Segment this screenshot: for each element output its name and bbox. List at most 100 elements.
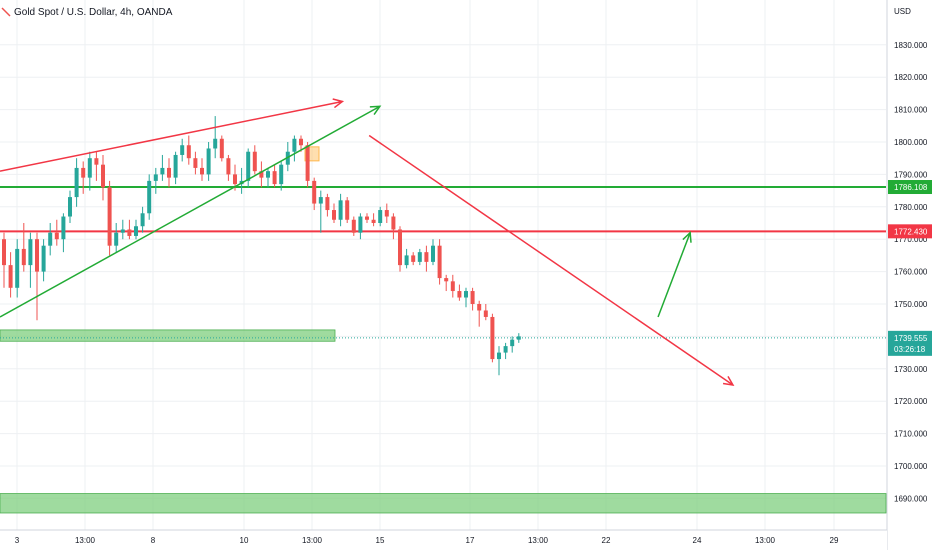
caret-icon [1,7,11,17]
y-tick-label: 1770.000 [894,235,928,244]
y-tick-label: 1720.000 [894,397,928,406]
trendline-lower-channel [0,105,382,318]
candle-body [68,197,72,217]
y-tick-label: 1730.000 [894,365,928,374]
candle-body [193,158,198,168]
candle-body [147,180,152,214]
candle-body [87,158,92,178]
trendline-downtrend [368,134,735,386]
candle-body [450,281,455,292]
candle-body [213,138,218,149]
y-tick-label: 1700.000 [894,462,928,471]
candle-body [318,197,323,204]
last-price-label: 1739.555 [894,334,928,343]
candle-body [8,265,13,288]
candle-body [272,171,277,185]
candle-body [35,239,39,272]
last-price-tag [888,330,932,356]
bar-countdown-label: 03:26:18 [894,345,926,354]
candle-body [15,248,20,288]
x-tick-label: 13:00 [302,536,323,545]
candle-body [503,346,508,353]
candle-body [457,291,462,298]
y-tick-label: 1710.000 [894,430,928,439]
trendline-upper-channel [0,98,345,172]
candle-body [332,210,336,220]
grid-lines [0,0,886,530]
resistance-price-tag [888,180,932,195]
x-tick-label: 15 [376,536,385,545]
x-tick-label: 22 [602,536,611,545]
candle-body [411,255,416,262]
candle-body [470,291,475,304]
candle-body [384,210,389,217]
candle-body [140,213,145,227]
y-tick-label: 1810.000 [894,106,928,115]
candle-body [167,167,171,178]
candle-body [477,304,482,311]
y-tick-label: 1760.000 [894,268,928,277]
candle-body [246,151,251,181]
candle-body [127,229,132,236]
candle-body [417,252,422,262]
support-zone [0,493,887,514]
candle-body [61,216,66,240]
candle-body [173,154,178,178]
candle-body [107,187,112,246]
x-tick-label: 17 [466,536,475,545]
candle-body [378,210,383,223]
candle-body [464,291,468,298]
candle-body [398,229,402,266]
candle-body [200,167,204,175]
chart-title: Gold Spot / U.S. Dollar, 4h, OANDA [14,6,173,18]
candle-body [279,164,284,185]
x-tick-label: 13:00 [755,536,776,545]
x-tick-label: 8 [151,536,156,545]
candle-body [74,167,79,198]
candle-body [2,239,6,266]
trendline-lower-channel-segment [0,105,381,318]
candle-body [444,278,449,282]
trendline-projection-segment [657,232,691,318]
candle-body [299,138,303,146]
candle-body [404,255,409,266]
candle-body [48,232,53,246]
candle-body [497,352,501,360]
candle-body [21,248,26,266]
candle-body [28,239,33,266]
candle-body [351,219,356,233]
candle-body [134,226,138,236]
y-tick-label: 1750.000 [894,300,928,309]
candle-body [516,336,521,340]
candle-body [180,145,185,155]
x-tick-label: 29 [830,536,839,545]
trendline-downtrend-arrowhead [722,375,735,386]
candle-body [94,158,99,165]
candle-body [358,216,363,233]
candle-body [153,174,158,181]
support-price-tag [888,224,932,239]
x-tick-label: 13:00 [75,536,96,545]
y-tick-label: 1820.000 [894,73,928,82]
candle-body [424,252,429,262]
time-axis-bg [0,530,887,550]
x-tick-label: 10 [240,536,249,545]
chart-title-bar: Gold Spot / U.S. Dollar, 4h, OANDA [0,4,172,20]
candle-body [114,232,119,246]
y-tick-label: 1780.000 [894,203,928,212]
candle-body [437,245,442,279]
candle-body [371,219,376,223]
candle-body [226,158,231,175]
candle-body [160,167,165,175]
y-tick-label: 1690.000 [894,494,928,503]
candle-body [365,216,369,220]
y-tick-label: 1830.000 [894,41,928,50]
y-tick-label: 1800.000 [894,138,928,147]
candle-body [266,171,270,178]
price-axis: USD 1690.000 1700.000 1710.000 1720.000 1730.… [886,0,932,550]
trendline-upper-channel-arrowhead [332,98,345,109]
candle-body [186,145,191,159]
candle-body [206,148,211,175]
